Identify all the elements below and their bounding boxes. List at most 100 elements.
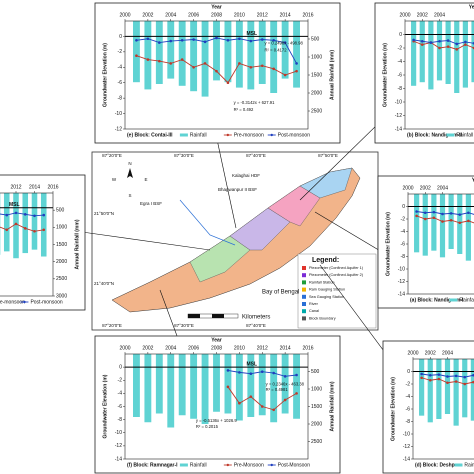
msl-label: MSL [9,202,20,208]
plot-frame [404,20,474,130]
series-line [421,373,474,378]
lon-label: 87°20'0"E [102,153,122,158]
compass [127,168,133,178]
y2-tick-label: 2000 [311,421,322,427]
x-tick-label: 2004 [437,185,448,191]
y-tick-label: -8 [118,417,123,423]
legend-label: Rainfall [456,132,473,138]
x-tick-label: 2014 [280,12,291,18]
map: N S E W Kalaghai HDF Bhagwanpur II BSF E… [81,121,393,363]
y-axis-label: Groundwater Elevation (m) [385,212,391,276]
y2-tick-label: 500 [56,207,65,213]
y-tick-label: -6 [398,72,403,78]
equation: y = -0.3142x + 627.91 [234,100,275,105]
y-axis-label: Groundwater Elevation (m) [102,43,108,107]
plot-frame [124,20,309,130]
series-point [415,214,418,218]
series-point [295,373,298,377]
y-tick-label: -8 [118,95,123,101]
lon-label: 87°30'0"E [174,323,194,328]
y-tick-label: -2 [398,45,403,51]
rain-bar [190,21,198,92]
compass-label: N [128,161,131,166]
y-tick-label: -10 [403,431,410,437]
series-point [467,219,470,223]
y2-tick-label: 2500 [311,108,322,114]
y-tick-label: 0 [407,369,410,375]
rain-bar [133,354,140,417]
y-tick-label: -6 [401,241,406,247]
legend-symbol [302,287,306,292]
series-point [192,38,195,41]
y-tick-label: -4 [401,229,406,235]
block-region [229,207,291,251]
y-axis-label: Groundwater Elevation (m) [390,377,396,441]
msl-label: MSL [247,361,258,367]
legend-label: Post-Monsoon [278,462,310,468]
y-tick-label: -8 [398,86,403,92]
y2-tick-label: 2000 [56,259,67,265]
x-tick-label: 2004 [165,345,176,351]
series-point [238,37,241,41]
legend-symbol [302,309,306,314]
y-tick-label: -14 [398,291,405,297]
rain-bar [235,21,243,88]
equation: y = 0.2346x - 463.38 [266,381,305,386]
block-region [267,185,321,227]
chart-title: (e) Block: Contai-III [127,132,173,138]
series-point [146,58,150,61]
rain-bar [178,21,186,86]
x-tick-label: 2004 [434,12,445,18]
series-point [238,401,241,405]
y-tick-label: -8 [406,419,411,425]
compass-label: S [128,193,131,198]
rain-bar [247,21,255,90]
x-tick-label: 2008 [211,12,222,18]
x-tick-label: 2016 [302,12,313,18]
rain-bar [167,21,175,79]
rain-bar [462,21,468,88]
legend-swatch [270,463,273,467]
series-point [226,81,230,85]
x-tick-label: 2002 [142,12,153,18]
y2-tick-label: 500 [311,369,320,375]
rain-bar [133,21,140,83]
y2-tick-label: 2500 [56,276,67,282]
rain-bar [454,21,460,93]
series-point [437,377,441,381]
x-tick-label: 2010 [234,12,245,18]
series-point [428,378,432,382]
y-tick-label: -12 [403,444,410,450]
x-tick-label: 2000 [119,12,130,18]
series-point [180,58,184,61]
series-point [283,398,287,402]
x-tick-label: 2004 [442,350,453,356]
y-tick-label: -10 [398,266,405,272]
x-tick-label: 2000 [119,345,130,351]
series-point [272,38,275,42]
series-point [23,213,27,216]
y2-axis-label: Annual Rainfall (mm) [329,381,335,431]
plot-frame [124,353,309,460]
legend-swatch [179,463,188,467]
rain-bar [270,354,278,423]
place-label: Bay of Bengal [262,290,299,296]
series-point [454,374,458,378]
series-point [33,214,36,218]
x-tick-label: 2012 [257,345,268,351]
legend-label: Post-monsoon [278,132,310,138]
equation: y = 0.2498x - 498.98 [265,40,304,45]
lon-label: 87°40'0"E [246,153,266,158]
x-tick-label: 2002 [420,185,431,191]
series-line [416,215,474,224]
y2-tick-label: 2500 [311,439,322,445]
equation: R² = 0.4172 [265,47,288,52]
x-tick-label: 2006 [188,12,199,18]
chart-title: (f) Block: Ramnagar-I [127,462,178,468]
y2-axis-label: Annual Rainfall (mm) [74,219,80,269]
y-tick-label: 0 [119,364,122,370]
y-tick-label: -4 [406,394,411,400]
rain-bar [167,354,175,428]
series-point [458,221,462,225]
y-tick-label: -12 [115,126,122,132]
